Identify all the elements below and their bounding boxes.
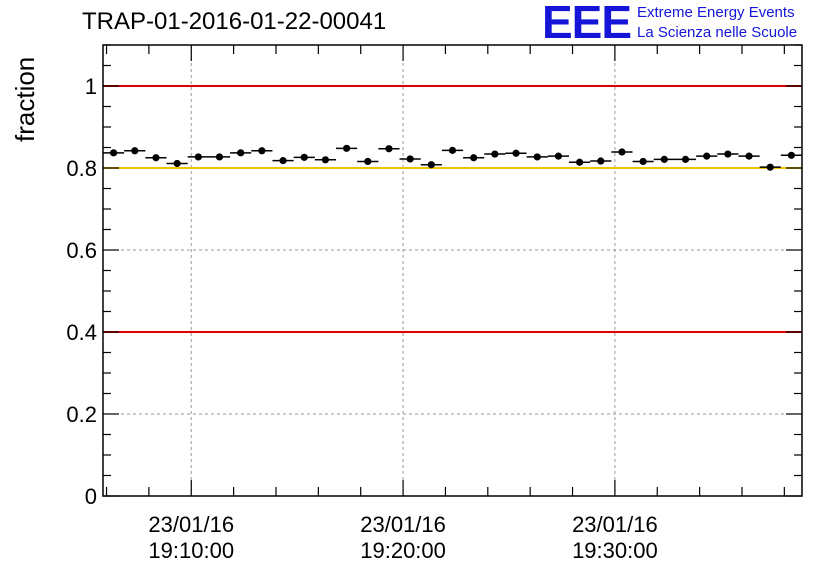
chart-title: TRAP-01-2016-01-22-00041: [82, 8, 387, 35]
data-point-marker: [152, 154, 160, 162]
data-point: [674, 155, 697, 163]
grid-layer: [103, 45, 802, 496]
x-tick-label-time: 19:30:00: [572, 538, 658, 563]
y-tick-label: 0.2: [66, 402, 97, 427]
plot-frame: [102, 44, 803, 497]
data-point: [463, 154, 485, 162]
data-point-marker: [703, 152, 711, 160]
data-point: [547, 152, 569, 160]
data-point-marker: [194, 153, 202, 161]
x-tick-label-date: 23/01/16: [360, 512, 446, 537]
data-point-marker: [470, 154, 478, 162]
y-tick-label: 1: [85, 74, 97, 99]
data-point-marker: [279, 157, 287, 165]
data-point: [293, 153, 315, 161]
data-point-marker: [787, 151, 796, 159]
eee-logo-mark: EEE: [542, 0, 632, 48]
data-point-marker: [215, 153, 224, 161]
data-point-marker: [554, 152, 563, 160]
data-point: [780, 151, 802, 159]
data-point-marker: [681, 155, 690, 163]
x-tick-label-date: 23/01/16: [148, 512, 234, 537]
data-point-marker: [491, 150, 499, 158]
axis-layer: 00.20.40.60.8123/01/1619:10:0023/01/1619…: [66, 44, 803, 563]
data-point: [526, 153, 548, 161]
data-point: [505, 149, 527, 157]
x-tick-label-date: 23/01/16: [572, 512, 658, 537]
data-point: [357, 157, 379, 166]
y-tick-label: 0.4: [66, 320, 97, 345]
data-point-marker: [131, 147, 139, 155]
data-point-marker: [364, 157, 372, 166]
data-point: [230, 149, 252, 157]
data-point: [103, 149, 125, 157]
data-point-marker: [385, 145, 393, 153]
y-tick-label: 0.8: [66, 156, 97, 181]
data-point: [441, 146, 464, 154]
x-tick-label-time: 19:10:00: [148, 538, 234, 563]
data-point: [145, 154, 167, 162]
data-point-marker: [258, 147, 266, 155]
data-point-marker: [660, 155, 668, 163]
data-point-marker: [597, 157, 605, 165]
data-layer: [103, 144, 802, 171]
data-point: [399, 155, 421, 163]
data-point: [251, 147, 273, 155]
data-point: [759, 163, 781, 171]
data-point-marker: [237, 149, 245, 157]
y-tick-label: 0: [85, 484, 97, 509]
data-point-marker: [427, 161, 435, 169]
data-point-marker: [173, 159, 181, 168]
x-tick-label-time: 19:20:00: [360, 538, 446, 563]
data-point-marker: [575, 158, 584, 166]
y-tick-label: 0.6: [66, 238, 97, 263]
data-point-marker: [448, 146, 457, 154]
data-point: [187, 153, 209, 161]
data-point: [632, 157, 654, 166]
data-point: [569, 158, 591, 166]
data-point-marker: [300, 153, 308, 161]
data-point: [738, 152, 760, 160]
logo-line-1: Extreme Energy Events: [637, 4, 795, 21]
data-point: [696, 152, 718, 160]
data-point-marker: [533, 153, 541, 161]
data-point-marker: [512, 149, 520, 157]
data-point: [420, 161, 442, 169]
logo-line-2: La Scienza nelle Scuole: [637, 24, 798, 41]
data-point-marker: [766, 163, 774, 171]
data-point: [484, 150, 506, 158]
data-point: [314, 156, 336, 164]
data-point: [272, 157, 294, 165]
data-point: [378, 145, 400, 153]
data-point: [336, 144, 358, 152]
data-point-marker: [342, 144, 351, 152]
data-point: [717, 150, 739, 158]
data-point-marker: [109, 149, 118, 157]
data-point-marker: [618, 148, 626, 156]
eee-logo-letters: EEE: [542, 0, 631, 44]
data-point-marker: [406, 155, 414, 163]
data-point: [590, 157, 612, 165]
data-point: [124, 147, 146, 155]
data-point: [653, 155, 675, 163]
data-point-marker: [639, 157, 647, 166]
data-point: [208, 153, 231, 161]
data-point-marker: [724, 150, 732, 158]
data-point-marker: [745, 152, 753, 160]
reference-lines-layer: [103, 85, 802, 333]
eee-logo: EEE: [542, 0, 637, 49]
data-point: [611, 148, 633, 156]
data-point: [166, 159, 188, 168]
data-point-marker: [321, 156, 330, 164]
